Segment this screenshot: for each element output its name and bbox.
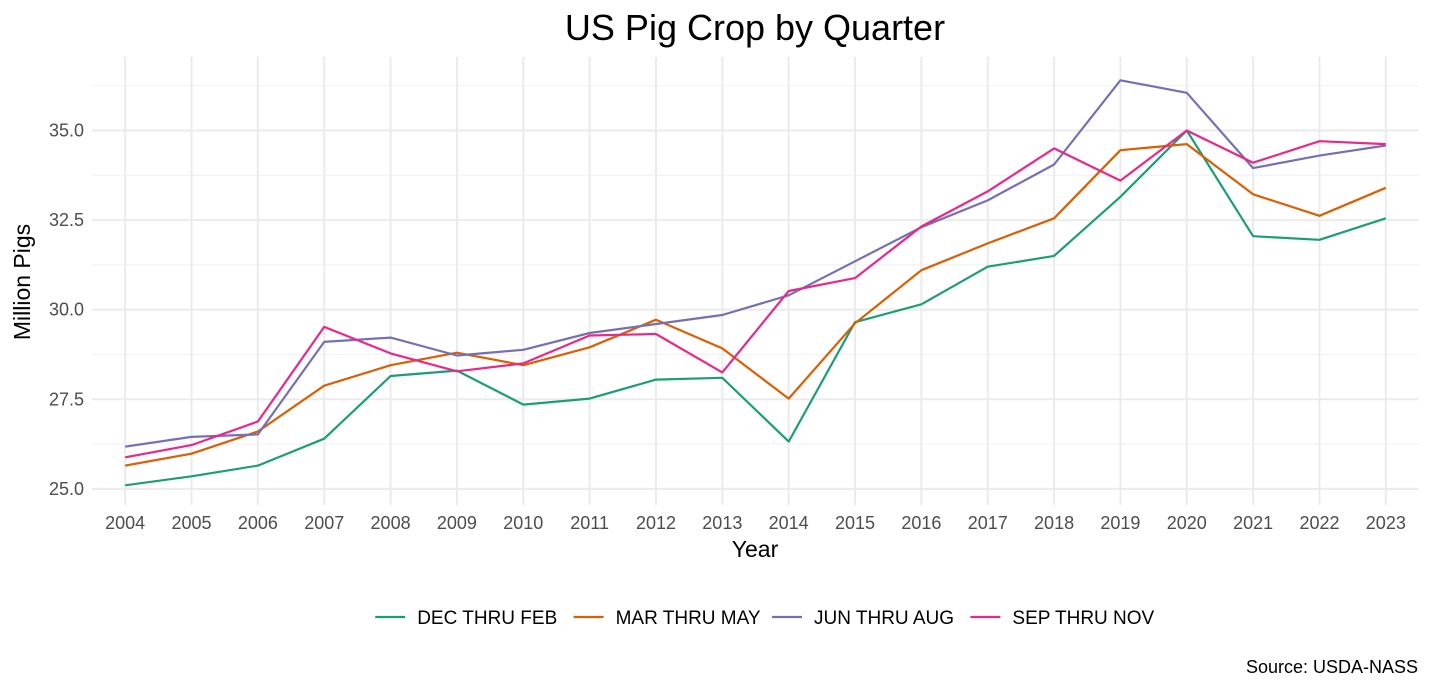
y-tick-label: 35.0 xyxy=(49,120,84,140)
y-axis-label: Million Pigs xyxy=(9,224,35,340)
x-tick-label: 2015 xyxy=(835,513,875,533)
source-caption: Source: USDA-NASS xyxy=(1246,657,1418,677)
y-tick-label: 27.5 xyxy=(49,389,84,409)
x-axis-label: Year xyxy=(732,536,779,562)
x-tick-label: 2010 xyxy=(503,513,543,533)
grid-major xyxy=(92,57,1419,505)
x-tick-label: 2013 xyxy=(702,513,742,533)
x-tick-label: 2004 xyxy=(105,513,145,533)
chart-title: US Pig Crop by Quarter xyxy=(565,7,945,48)
series-lines xyxy=(125,79,1387,487)
x-tick-label: 2008 xyxy=(371,513,411,533)
series-line-2 xyxy=(125,143,1387,467)
x-tick-label: 2022 xyxy=(1299,513,1339,533)
series-line-4 xyxy=(125,129,1386,459)
legend-label: DEC THRU FEB xyxy=(417,608,557,629)
x-tick-label: 2005 xyxy=(172,513,212,533)
x-tick-label: 2006 xyxy=(238,513,278,533)
x-tick-label: 2020 xyxy=(1167,513,1207,533)
x-tick-label: 2011 xyxy=(570,513,609,533)
series-line-3 xyxy=(125,79,1386,448)
y-tick-label: 32.5 xyxy=(49,210,84,230)
x-tick-label: 2023 xyxy=(1366,513,1406,533)
legend: DEC THRU FEB MAR THRU MAY JUN THRU AUG SEP … xyxy=(375,608,1155,629)
legend-label: JUN THRU AUG xyxy=(814,608,954,629)
x-tick-label: 2017 xyxy=(968,513,1008,533)
x-tick-label: 2012 xyxy=(636,513,676,533)
x-tick-label: 2016 xyxy=(901,513,941,533)
legend-item: DEC THRU FEB xyxy=(375,608,557,629)
legend-label: SEP THRU NOV xyxy=(1012,608,1154,629)
x-tick-label: 2018 xyxy=(1034,513,1074,533)
x-tick-label: 2009 xyxy=(437,513,477,533)
x-tick-label: 2019 xyxy=(1100,513,1140,533)
x-tick-label: 2007 xyxy=(304,513,344,533)
legend-item: SEP THRU NOV xyxy=(970,608,1155,629)
y-tick-label: 30.0 xyxy=(49,300,84,320)
y-axis-tick-labels: 25.0 27.5 30.0 32.5 35.0 xyxy=(49,120,84,498)
legend-item: JUN THRU AUG xyxy=(772,608,954,629)
legend-item: MAR THRU MAY xyxy=(573,608,761,629)
grid-minor xyxy=(92,85,1419,445)
x-axis-tick-labels: 2004 2005 2006 2007 2008 2009 2010 2011 2012 2013… xyxy=(105,513,1406,533)
x-tick-label: 2021 xyxy=(1233,513,1273,533)
y-tick-label: 25.0 xyxy=(49,479,84,499)
x-tick-label: 2014 xyxy=(769,513,809,533)
legend-label: MAR THRU MAY xyxy=(616,608,761,629)
series-line-1 xyxy=(125,129,1387,487)
